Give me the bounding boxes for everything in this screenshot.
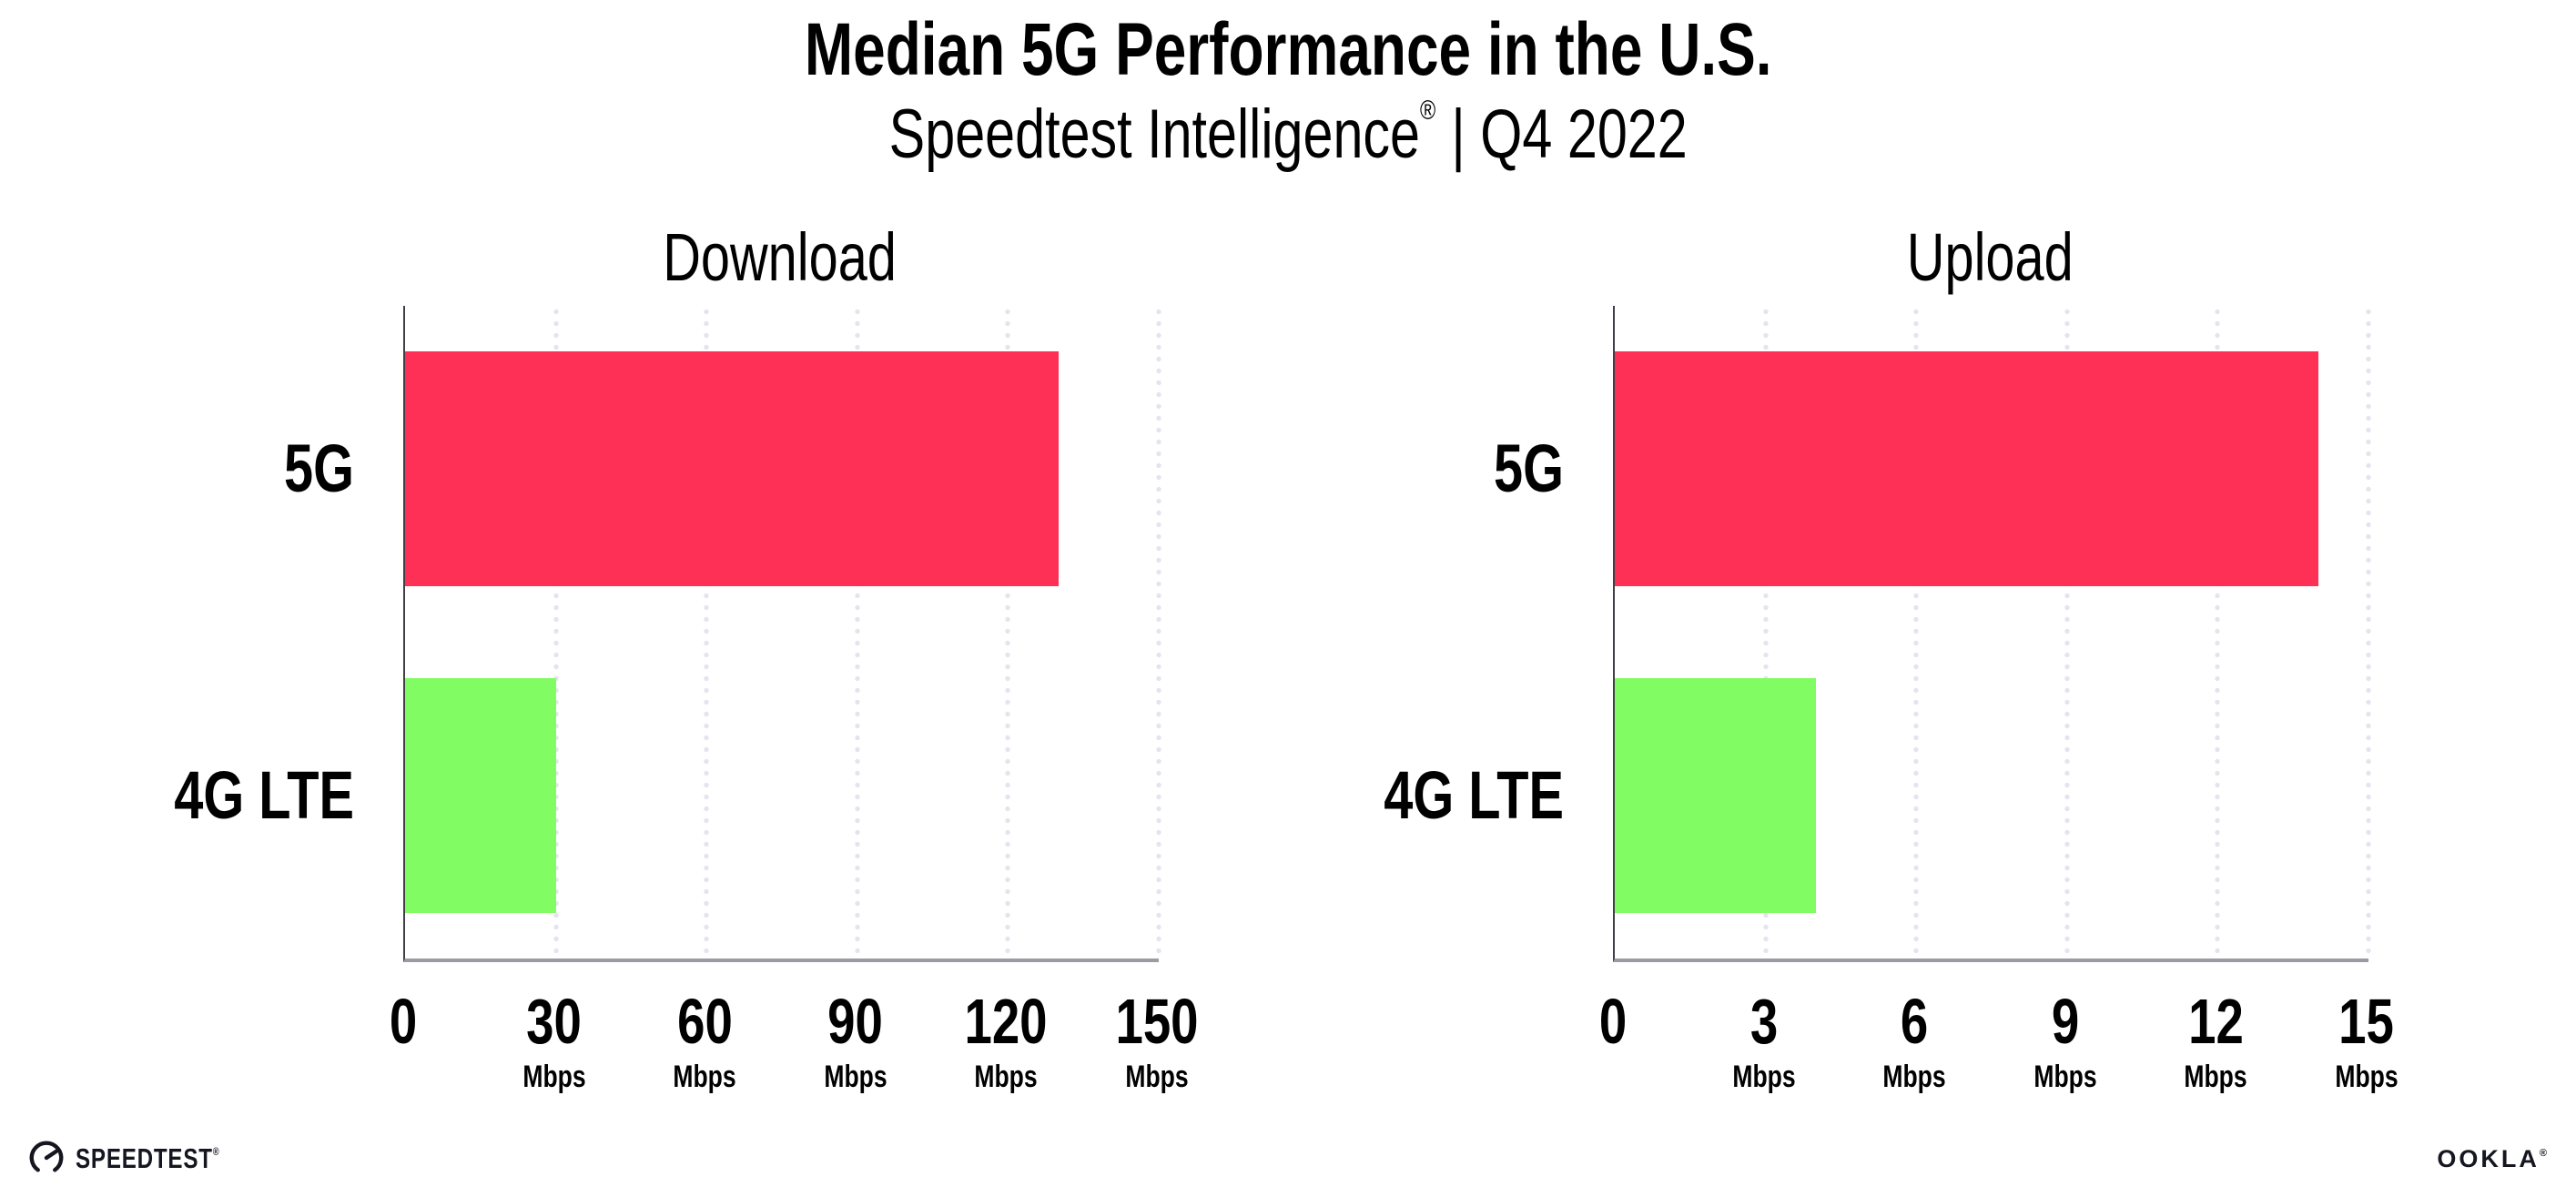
bar-4g-lte-download bbox=[405, 678, 556, 913]
ookla-logo: OOKLA® bbox=[2437, 1147, 2547, 1172]
download-category-label-5g: 5G bbox=[283, 431, 354, 506]
registered-mark: ® bbox=[2539, 1148, 2547, 1159]
x-tick: 12 Mbps bbox=[2184, 986, 2248, 1094]
download-x-axis: 0 30 Mbps 60 Mbps 90 Mbps 120 Mbps 150 M… bbox=[390, 962, 1199, 1099]
subtitle-quarter: | Q4 2022 bbox=[1451, 96, 1688, 173]
gridline bbox=[1762, 306, 1769, 959]
bar-5g-download bbox=[405, 351, 1059, 586]
speedtest-logo: SPEEDTEST® bbox=[27, 1139, 260, 1177]
registered-mark: ® bbox=[1419, 96, 1436, 126]
download-chart-title: Download bbox=[663, 219, 898, 295]
gridline bbox=[553, 306, 559, 959]
x-tick: 6 Mbps bbox=[1882, 986, 1946, 1094]
download-chart-plot bbox=[403, 306, 1161, 962]
x-tick: 3 Mbps bbox=[1731, 986, 1796, 1094]
download-category-label-4g-lte: 4G LTE bbox=[174, 757, 354, 833]
gridline bbox=[1156, 306, 1161, 959]
gridline bbox=[1005, 306, 1011, 959]
page-subtitle: Speedtest Intelligence® | Q4 2022 bbox=[0, 96, 2576, 171]
x-tick: 9 Mbps bbox=[2033, 986, 2097, 1094]
bar-4g-lte-upload bbox=[1615, 678, 1816, 913]
subtitle-brand: Speedtest Intelligence bbox=[888, 96, 1420, 173]
upload-chart-title: Upload bbox=[1906, 219, 2074, 295]
gridline bbox=[1913, 306, 1920, 959]
x-tick: 0 bbox=[389, 986, 418, 1057]
gridline bbox=[2215, 306, 2221, 959]
x-tick: 0 bbox=[1598, 986, 1628, 1057]
gridline bbox=[2366, 306, 2371, 959]
upload-category-label-5g: 5G bbox=[1493, 431, 1564, 506]
upload-category-label-4g-lte: 4G LTE bbox=[1384, 757, 1564, 833]
speedtest-logo-text: SPEEDTEST® bbox=[76, 1141, 220, 1174]
bar-5g-upload bbox=[1615, 351, 2318, 586]
upload-chart-plot bbox=[1613, 306, 2371, 962]
x-tick: 90 Mbps bbox=[824, 986, 887, 1094]
ookla-logo-text: OOKLA bbox=[2437, 1145, 2540, 1172]
upload-x-axis: 0 3 Mbps 6 Mbps 9 Mbps 12 Mbps 15 Mbps bbox=[1599, 962, 2399, 1099]
x-tick: 60 Mbps bbox=[673, 986, 736, 1094]
x-tick: 15 Mbps bbox=[2335, 986, 2399, 1094]
x-tick: 120 Mbps bbox=[964, 986, 1048, 1094]
gridline bbox=[854, 306, 860, 959]
speedtest-gauge-icon bbox=[29, 1141, 64, 1172]
page-title: Median 5G Performance in the U.S. bbox=[804, 8, 1772, 91]
gridline bbox=[704, 306, 710, 959]
registered-mark: ® bbox=[212, 1144, 220, 1158]
x-tick: 150 Mbps bbox=[1115, 986, 1199, 1094]
gridline bbox=[2064, 306, 2070, 959]
x-tick: 30 Mbps bbox=[522, 986, 586, 1094]
